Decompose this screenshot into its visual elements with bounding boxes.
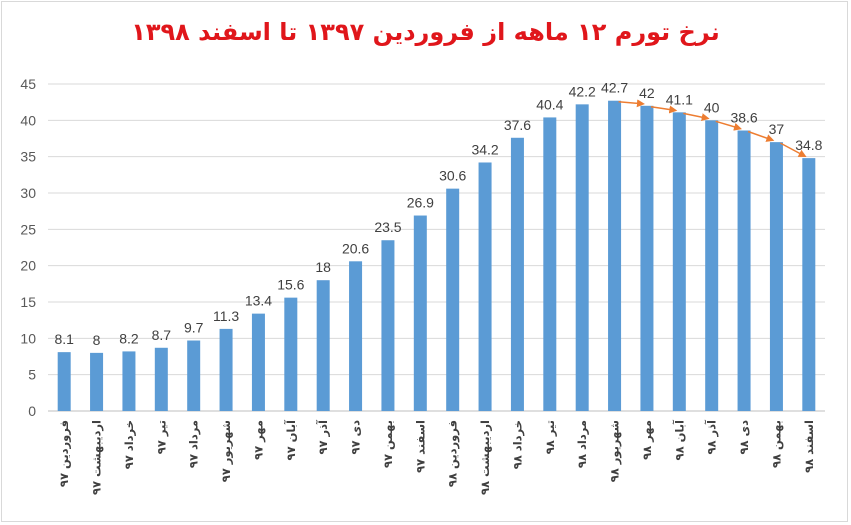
x-category-label: آبان ۹۷: [284, 419, 298, 461]
x-category-label: دی ۹۷: [349, 420, 363, 455]
y-tick-label: 40: [20, 112, 36, 128]
x-category-label: مرداد ۹۷: [187, 420, 201, 468]
data-label: 8: [93, 332, 101, 348]
gridlines: [48, 83, 825, 412]
data-label: 13.4: [245, 293, 272, 309]
trend-arrow: [618, 99, 645, 108]
bar: [446, 188, 460, 411]
data-label: 20.6: [342, 240, 369, 256]
bar: [122, 351, 136, 411]
x-category-label: بهمن ۹۸: [769, 420, 783, 468]
x-category-label: مهر ۹۷: [251, 420, 265, 460]
data-label: 42.7: [601, 80, 628, 96]
data-labels: 8.1 8 8.2 8.7 9.7 11.3 13.4 15.6 18 20.6 23.5 26.9 3…: [54, 80, 822, 348]
data-label: 38.6: [730, 110, 757, 126]
data-label: 15.6: [277, 277, 304, 293]
bar: [154, 347, 168, 411]
bar: [413, 215, 427, 411]
bar: [284, 297, 298, 411]
x-category-label: آبان ۹۸: [672, 419, 686, 461]
data-label: 42: [639, 85, 655, 101]
data-label: 26.9: [407, 195, 434, 211]
data-label: 30.6: [439, 168, 466, 184]
x-axis-categories: فروردین ۹۷ اردیبهشت ۹۷ خرداد ۹۷ تیر ۹۷ مرداد…: [57, 419, 816, 495]
y-tick-label: 10: [20, 330, 36, 346]
data-label: 23.5: [374, 219, 401, 235]
trend-arrows: [618, 99, 807, 158]
x-category-label: آذر ۹۷: [316, 419, 330, 455]
bar: [737, 130, 751, 412]
x-category-label: مهر ۹۸: [640, 420, 654, 460]
x-category-label: دی ۹۸: [737, 420, 751, 455]
bar: [187, 340, 201, 411]
bar: [705, 120, 719, 411]
bar: [90, 352, 104, 411]
x-category-label: اسفند ۹۸: [802, 420, 816, 473]
trend-arrow: [650, 105, 678, 114]
data-label: 8.7: [152, 327, 172, 343]
trend-arrow: [780, 142, 807, 158]
data-label: 37.6: [504, 117, 531, 133]
bar: [251, 313, 265, 411]
bar: [478, 162, 492, 411]
data-label: 41.1: [666, 91, 693, 107]
trend-arrow: [683, 112, 710, 122]
data-label: 40: [704, 99, 720, 115]
bar: [543, 117, 557, 411]
data-label: 40.4: [536, 96, 563, 112]
x-category-label: فروردین ۹۸: [446, 420, 461, 487]
y-tick-label: 5: [28, 367, 36, 383]
bars: [57, 100, 816, 412]
bar: [381, 240, 395, 411]
bar: [219, 328, 233, 411]
bar: [672, 112, 686, 411]
y-tick-label: 0: [28, 403, 36, 419]
y-tick-label: 20: [20, 258, 36, 274]
y-axis-ticks: 0 5 10 15 20 25 30 35 40 45: [20, 76, 36, 419]
data-label: 8.2: [119, 330, 139, 346]
x-category-label: اردیبهشت ۹۸: [478, 420, 492, 495]
y-tick-label: 30: [20, 185, 36, 201]
x-category-label: آذر ۹۸: [705, 419, 719, 455]
y-tick-label: 25: [20, 221, 36, 237]
x-category-label: بهمن ۹۷: [381, 420, 395, 468]
bar: [802, 158, 816, 411]
bar: [608, 100, 622, 412]
bar: [769, 142, 783, 411]
x-category-label: فروردین ۹۷: [57, 420, 72, 487]
bar: [640, 105, 654, 412]
x-category-label: خرداد ۹۷: [122, 420, 136, 469]
data-label: 34.8: [795, 137, 822, 153]
x-category-label: تیر ۹۷: [154, 420, 168, 454]
x-category-label: خرداد ۹۸: [510, 420, 524, 469]
trend-arrow: [747, 130, 775, 142]
data-label: 8.1: [54, 331, 74, 347]
chart-title: نرخ تورم ۱۲ ماهه از فروردین ۱۳۹۷ تا اسفن…: [131, 18, 720, 46]
x-category-label: مرداد ۹۸: [575, 420, 589, 468]
y-tick-label: 15: [20, 294, 36, 310]
data-label: 18: [315, 259, 331, 275]
data-label: 9.7: [184, 320, 204, 336]
data-label: 34.2: [471, 141, 498, 157]
bar: [349, 261, 363, 411]
y-tick-label: 35: [20, 149, 36, 165]
bar: [575, 104, 589, 411]
x-category-label: اردیبهشت ۹۷: [90, 420, 104, 495]
data-label: 42.2: [569, 83, 596, 99]
x-category-label: شهریور ۹۷: [219, 420, 234, 482]
bar: [57, 352, 71, 411]
bar: [316, 280, 330, 411]
bar: [510, 137, 524, 412]
x-category-label: تیر ۹۸: [543, 420, 557, 454]
data-label: 11.3: [213, 308, 239, 324]
trend-arrow: [715, 120, 742, 131]
x-category-label: اسفند ۹۷: [413, 420, 427, 473]
data-label: 37: [769, 121, 785, 137]
y-tick-label: 45: [20, 76, 36, 92]
x-category-label: شهریور ۹۸: [608, 420, 623, 482]
